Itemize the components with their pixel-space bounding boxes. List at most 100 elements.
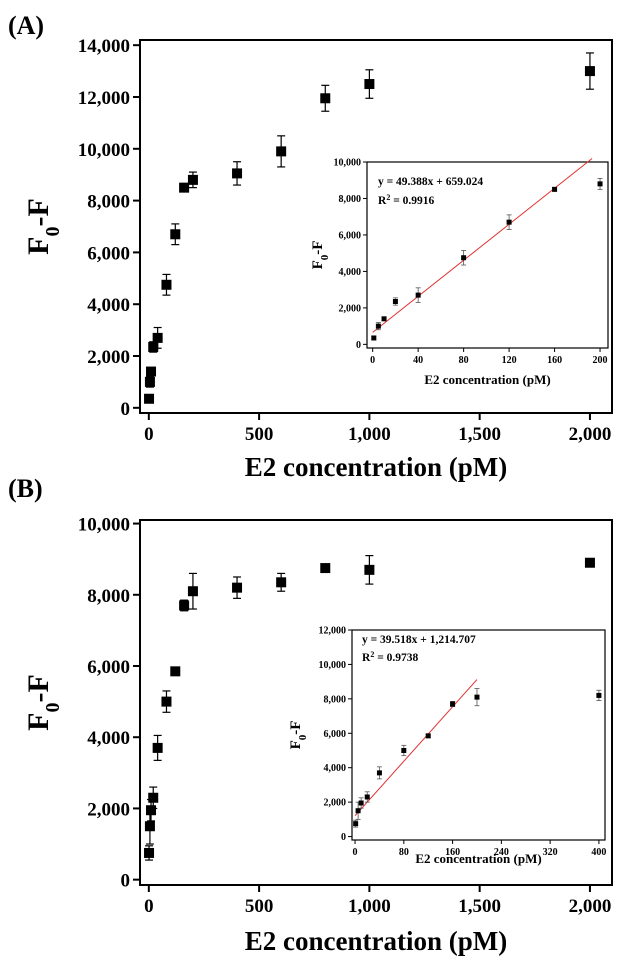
- inset-marker: [597, 181, 603, 187]
- data-point: [232, 576, 243, 599]
- inset-data-point: [506, 214, 512, 230]
- marker: [187, 174, 198, 185]
- r-squared: R2 = 0.9738: [362, 650, 418, 665]
- inset-data-point: [353, 819, 359, 828]
- inset-y-tick-label: 8,000: [324, 694, 347, 705]
- inset-y-tick-label: 2,000: [339, 303, 362, 314]
- inset-x-axis-label: E2 concentration (pM): [415, 851, 541, 866]
- inset-y-axis-label: F0-F: [288, 721, 309, 750]
- inset-marker: [461, 255, 467, 261]
- x-tick-label: 2,000: [569, 424, 612, 445]
- inset-frame: [351, 629, 606, 841]
- marker: [148, 341, 159, 352]
- y-tick-label: 10,000: [78, 140, 130, 161]
- inset-data-point: [415, 287, 421, 303]
- inset-marker: [392, 299, 398, 304]
- inset-marker: [415, 292, 421, 298]
- y-tick-label: 10,000: [78, 515, 130, 536]
- x-tick-label: 0: [144, 896, 154, 917]
- data-point: [161, 273, 172, 296]
- inset-data-point: [375, 322, 381, 331]
- fit-equation: y = 39.518x + 1,214.707: [362, 634, 476, 646]
- data-point: [232, 161, 243, 186]
- inset-y-tick-label: 6,000: [339, 230, 362, 241]
- data-point: [179, 599, 190, 612]
- data-point: [187, 171, 198, 189]
- inset-y-tick-label: 4,000: [324, 763, 347, 774]
- y-tick-label: 6,000: [87, 243, 130, 264]
- marker: [320, 93, 331, 104]
- inset-data-point: [450, 701, 456, 707]
- inset-y-tick-label: 0: [341, 832, 346, 843]
- data-point: [276, 572, 287, 592]
- marker: [187, 586, 198, 597]
- y-tick-label: 0: [121, 399, 131, 420]
- marker: [161, 279, 172, 290]
- data-point: [144, 845, 155, 861]
- marker: [320, 563, 331, 574]
- data-point: [148, 786, 159, 810]
- y-tick-label: 6,000: [87, 657, 130, 678]
- inset-x-tick-label: 240: [494, 847, 509, 858]
- inset-y-tick-label: 0: [356, 340, 361, 351]
- marker: [179, 182, 190, 193]
- marker: [144, 376, 155, 387]
- inset-data-point: [425, 733, 431, 739]
- inset-x-tick-label: 0: [370, 355, 375, 366]
- inset-data-point: [596, 689, 602, 701]
- inset-chart: 0 40 80 120 160 200 0 2,000 4,000 6,000 8,000 10,00…: [310, 158, 609, 387]
- inset-data-point: [474, 688, 480, 707]
- marker: [364, 79, 375, 90]
- inset-data-point: [376, 766, 382, 780]
- marker: [232, 582, 243, 593]
- inset-x-tick-label: 200: [593, 355, 608, 366]
- y-tick-label: 0: [121, 871, 131, 892]
- marker: [276, 146, 287, 157]
- inset-marker: [381, 316, 387, 322]
- x-tick-label: 1,500: [458, 896, 501, 917]
- marker: [179, 600, 190, 611]
- data-point: [144, 376, 155, 388]
- inset-y-tick-label: 12,000: [319, 626, 347, 637]
- y-tick-label: 8,000: [87, 192, 130, 213]
- data-point: [152, 326, 163, 349]
- inset-data-point: [381, 316, 387, 322]
- marker: [584, 557, 595, 568]
- inset-marker: [401, 747, 407, 753]
- data-point: [320, 84, 331, 112]
- inset-y-axis-label: F0-F: [310, 241, 331, 270]
- inset-marker: [355, 808, 361, 814]
- inset-x-tick-label: 160: [445, 847, 460, 858]
- inset-data-point: [358, 797, 364, 809]
- inset-marker: [358, 800, 364, 806]
- inset-data-point: [552, 186, 558, 192]
- y-tick-label: 2,000: [87, 347, 130, 368]
- x-tick-label: 1,000: [348, 424, 391, 445]
- data-point: [276, 135, 287, 168]
- y-tick-label: 8,000: [87, 586, 130, 607]
- fit-line: [354, 679, 478, 816]
- x-tick-label: 1,000: [348, 896, 391, 917]
- x-tick-label: 0: [144, 424, 154, 445]
- marker: [144, 847, 155, 858]
- inset-data-point: [401, 744, 407, 757]
- inset-y-tick-label: 4,000: [339, 267, 362, 278]
- inset-data-point: [461, 250, 467, 266]
- inset-x-tick-label: 40: [413, 355, 423, 366]
- x-axis-label: E2 concentration (pM): [245, 452, 507, 482]
- x-tick-label: 500: [245, 896, 274, 917]
- marker: [584, 66, 595, 77]
- inset-x-tick-label: 80: [399, 847, 409, 858]
- inset-x-tick-label: 120: [502, 355, 517, 366]
- marker: [146, 805, 157, 816]
- data-point: [364, 69, 375, 99]
- plot-frame: [139, 519, 613, 886]
- inset-data-point: [371, 335, 377, 341]
- inset-data-point: [364, 791, 370, 803]
- fit-equation: y = 49.388x + 659.024: [378, 176, 483, 188]
- marker: [144, 393, 155, 404]
- inset-x-tick-label: 80: [459, 355, 469, 366]
- data-point: [146, 366, 157, 377]
- inset-y-tick-label: 8,000: [339, 194, 362, 205]
